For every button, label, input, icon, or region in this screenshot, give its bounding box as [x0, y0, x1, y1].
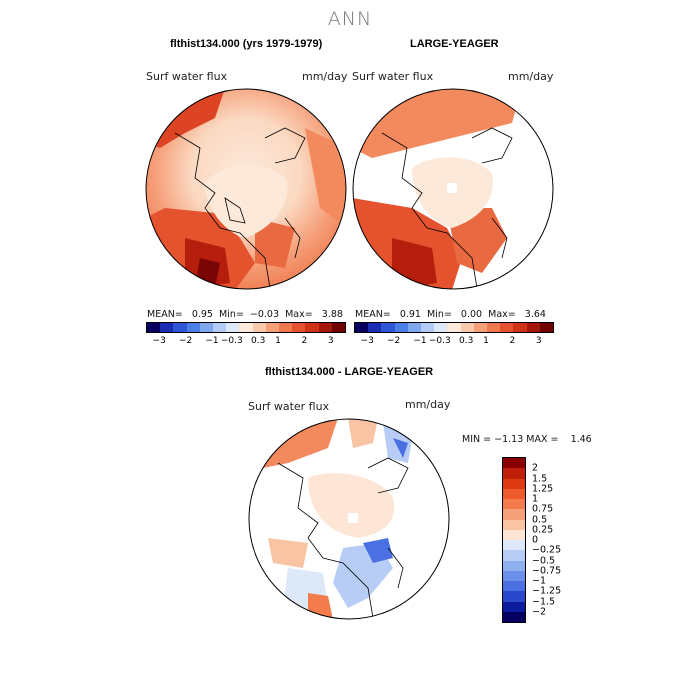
colorbar-tick-label: 0.25 — [532, 524, 554, 536]
colorbar-tick-label: 1 — [483, 336, 489, 346]
colorbar-swatch — [513, 323, 527, 332]
colorbar-swatch — [503, 488, 525, 499]
colorbar-swatch — [186, 323, 200, 332]
colorbar-tick-label: 0.3 — [251, 336, 266, 346]
panel2-stats: MEAN= 0.91 Min= 0.00 Max= 3.64 — [355, 309, 546, 320]
figure-title: ANN — [327, 8, 373, 30]
panel3-colorbar — [502, 457, 526, 623]
colorbar-tick-label: −0.75 — [532, 565, 562, 577]
colorbar-tick-label: 2 — [301, 336, 308, 346]
colorbar-swatch — [503, 601, 525, 612]
colorbar-tick-label: −2 — [386, 336, 401, 346]
colorbar-swatch — [434, 323, 448, 332]
colorbar-tick-label: −0.3 — [220, 336, 243, 346]
colorbar-tick-label: −1.25 — [532, 585, 562, 597]
panel3-title: flthist134.000 - LARGE-YEAGER — [265, 366, 434, 378]
colorbar-swatch — [199, 323, 214, 332]
colorbar-tick-label: 1 — [275, 336, 281, 346]
colorbar-tick-label: 0 — [532, 534, 539, 546]
colorbar-tick-label: 2 — [509, 336, 516, 346]
panel1-colorbar-ticks: −3 −2 −1 −0.3 0.3 1 2 3 — [146, 336, 344, 348]
colorbar-tick-label: −1 — [205, 336, 219, 346]
colorbar-tick-label: 3 — [535, 336, 542, 346]
colorbar-tick-label: 0.3 — [459, 336, 474, 346]
panel1-polar-map — [145, 88, 347, 290]
colorbar-swatch — [503, 458, 525, 469]
colorbar-swatch — [226, 323, 240, 332]
colorbar-swatch — [503, 509, 525, 520]
colorbar-swatch — [318, 323, 332, 332]
colorbar-tick-label: 1 — [532, 493, 539, 505]
colorbar-tick-label: 1.25 — [532, 483, 554, 495]
colorbar-swatch — [526, 323, 540, 332]
colorbar-swatch — [503, 550, 525, 561]
colorbar-tick-label: −0.5 — [532, 555, 556, 566]
panel3-field-label: Surf water flux — [248, 400, 330, 413]
colorbar-tick-label: −0.3 — [428, 336, 451, 346]
colorbar-swatch — [503, 478, 525, 489]
colorbar-tick-label: 2 — [532, 462, 539, 474]
colorbar-tick-label: −0.25 — [532, 544, 562, 556]
colorbar-swatch — [503, 499, 525, 510]
colorbar-swatch — [487, 323, 501, 332]
colorbar-tick-label: 0.75 — [532, 503, 554, 515]
colorbar-swatch — [265, 323, 280, 332]
colorbar-swatch — [503, 519, 525, 530]
colorbar-tick-label: 3 — [327, 336, 334, 346]
colorbar-swatch — [331, 323, 346, 332]
colorbar-tick-label: −2 — [532, 606, 547, 618]
colorbar-swatch — [239, 323, 253, 332]
colorbar-swatch — [292, 323, 306, 332]
colorbar-swatch — [160, 323, 174, 332]
colorbar-swatch — [503, 468, 525, 479]
colorbar-swatch — [173, 323, 187, 332]
colorbar-swatch — [500, 323, 514, 332]
panel2-colorbar — [354, 322, 554, 333]
colorbar-swatch — [503, 540, 525, 551]
colorbar-swatch — [279, 323, 293, 332]
colorbar-swatch — [473, 323, 488, 332]
panel1-stats: MEAN= 0.95 Min= −0.03 Max= 3.88 — [147, 309, 343, 320]
panel1-title: flthist134.000 (yrs 1979-1979) — [170, 38, 323, 50]
colorbar-tick-label: −2 — [178, 336, 193, 346]
colorbar-swatch — [368, 323, 382, 332]
colorbar-tick-label: −3 — [152, 336, 166, 346]
colorbar-swatch — [503, 560, 525, 571]
panel1-colorbar — [146, 322, 346, 333]
panel1-field-label: Surf water flux — [146, 70, 228, 83]
colorbar-swatch — [394, 323, 408, 332]
colorbar-tick-label: −1 — [532, 575, 547, 587]
panel1-units-label: mm/day — [302, 70, 348, 83]
colorbar-swatch — [503, 529, 525, 540]
colorbar-swatch — [381, 323, 395, 332]
colorbar-swatch — [503, 581, 525, 592]
colorbar-swatch — [421, 323, 435, 332]
panel2-polar-map — [352, 88, 554, 290]
colorbar-tick-label: −1 — [413, 336, 427, 346]
colorbar-swatch — [252, 323, 266, 332]
panel3-polar-map — [248, 418, 450, 620]
panel2-colorbar-ticks: −3 −2 −1 −0.3 0.3 1 2 3 — [354, 336, 552, 348]
panel2-title: LARGE-YEAGER — [410, 38, 499, 50]
colorbar-swatch — [447, 323, 461, 332]
colorbar-swatch — [503, 570, 525, 581]
colorbar-swatch — [503, 611, 525, 622]
colorbar-swatch — [305, 323, 319, 332]
panel3-stats: MIN = −1.13 MAX = 1.46 — [462, 434, 592, 445]
colorbar-swatch — [147, 323, 161, 332]
colorbar-swatch — [407, 323, 422, 332]
panel3-units-label: mm/day — [405, 398, 451, 411]
colorbar-tick-label: 1.5 — [532, 473, 548, 484]
panel2-field-label: Surf water flux — [352, 70, 434, 83]
colorbar-tick-label: 0.5 — [532, 514, 548, 525]
colorbar-tick-label: −3 — [360, 336, 374, 346]
colorbar-tick-label: −1.5 — [532, 596, 556, 607]
colorbar-swatch — [213, 323, 227, 332]
colorbar-swatch — [355, 323, 369, 332]
colorbar-swatch — [539, 323, 554, 332]
colorbar-swatch — [503, 591, 525, 602]
colorbar-swatch — [460, 323, 474, 332]
panel2-units-label: mm/day — [508, 70, 554, 83]
